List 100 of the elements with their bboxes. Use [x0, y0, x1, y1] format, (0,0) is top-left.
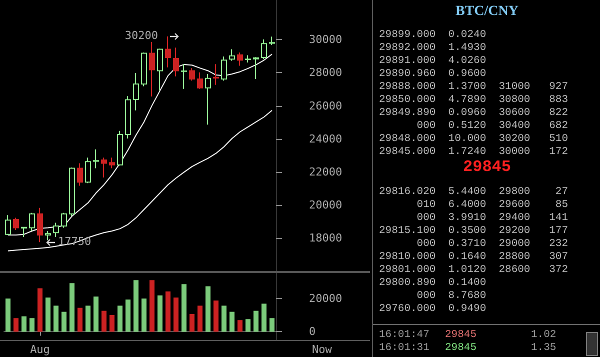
bar	[190, 314, 194, 332]
candlestick	[197, 72, 203, 90]
text: 000 0.5120 30400 682	[416, 120, 568, 133]
bar	[174, 298, 178, 332]
candlestick	[229, 48, 235, 62]
bar	[182, 284, 186, 332]
text: 000 0.3710 29000 232	[416, 238, 568, 251]
bar	[198, 306, 202, 332]
candlestick	[237, 52, 243, 66]
candlestick	[221, 56, 227, 82]
bar	[126, 300, 130, 332]
candlestick	[21, 226, 27, 238]
text: 29810.000 0.1640 28800 307	[379, 251, 568, 264]
candlestick	[5, 214, 11, 236]
candlestick	[205, 74, 211, 126]
bar	[110, 314, 114, 332]
line-series	[8, 54, 272, 236]
text: 29848.000 10.000 30200 510	[379, 133, 568, 146]
text: 29899.000 0.0240	[379, 29, 486, 42]
bar	[158, 295, 162, 332]
text: 29849.890 0.0960 30600 822	[379, 107, 568, 120]
text: 29892.000 1.4930	[379, 42, 486, 55]
text: 29760.000 0.9490	[379, 303, 486, 316]
y-tick-label: 28000	[309, 66, 342, 80]
candlestick	[253, 56, 259, 80]
candlestick	[181, 64, 187, 90]
bar	[134, 280, 138, 332]
bar	[70, 283, 74, 332]
bar	[246, 319, 250, 332]
text: 29845	[445, 329, 477, 342]
candlestick	[85, 157, 91, 184]
candlestick	[13, 217, 19, 231]
y-tick-label: 30000	[309, 33, 342, 46]
bar	[30, 318, 34, 332]
candlestick	[141, 52, 147, 87]
text: 29845	[445, 342, 477, 355]
bar	[62, 312, 66, 332]
bar	[54, 306, 58, 332]
text: BTC/CNY	[454, 4, 520, 20]
text: 29891.000 4.0260	[379, 55, 486, 68]
text: 1.02	[531, 329, 556, 342]
annotation: 30200	[124, 29, 158, 42]
candlestick	[173, 47, 179, 77]
bar	[38, 288, 42, 332]
candlestick	[101, 157, 107, 178]
candlestick	[109, 157, 115, 169]
y-tick-label: 18000	[309, 231, 342, 244]
bar	[78, 308, 82, 332]
candlestick	[29, 212, 35, 232]
candlestick	[149, 41, 155, 97]
bar	[230, 312, 234, 332]
bar	[6, 298, 10, 332]
bar	[262, 304, 266, 332]
text: 16:01:31	[379, 342, 430, 355]
text: 29800.890 0.1400	[379, 277, 486, 290]
bar	[142, 298, 146, 332]
bar	[14, 318, 18, 332]
candlestick	[269, 36, 275, 46]
bar	[214, 300, 218, 332]
y-tick-label: 20000	[309, 292, 342, 306]
bar	[238, 320, 242, 332]
bar	[150, 280, 154, 332]
text: 29845	[462, 158, 512, 176]
bar	[118, 306, 122, 332]
text: 29845.000 1.7240 30000 172	[379, 146, 568, 159]
text: 000 3.9910 29400 141	[416, 212, 568, 225]
text: 1.35	[531, 342, 556, 355]
candlestick	[69, 167, 75, 217]
candlestick	[125, 96, 131, 139]
text: 29850.000 4.7890 30800 883	[379, 94, 568, 107]
candlestick	[93, 148, 99, 169]
y-tick-label: 20000	[309, 198, 342, 212]
candlestick	[117, 130, 123, 166]
text: 16:01:47	[379, 329, 430, 342]
bar	[86, 306, 90, 332]
bar	[222, 306, 226, 332]
text: 29888.000 1.3700 31000 927	[379, 81, 568, 94]
bar	[22, 316, 26, 332]
candlestick	[213, 64, 219, 86]
bar	[270, 318, 274, 332]
candlestick	[61, 212, 67, 228]
y-tick-label: 0	[309, 325, 316, 338]
candlestick	[189, 68, 195, 82]
text: 29816.020 5.4400 29800 27	[379, 186, 568, 199]
y-tick-label: 24000	[309, 132, 342, 146]
text: 29801.000 1.0120 28600 372	[379, 264, 568, 277]
bar	[166, 291, 170, 332]
bar	[102, 310, 106, 332]
candlestick	[245, 54, 251, 63]
candlestick	[45, 230, 51, 241]
candlestick	[53, 222, 59, 238]
line-series	[8, 110, 272, 252]
y-tick-label: 22000	[309, 165, 342, 178]
candlestick	[133, 72, 139, 111]
bar	[254, 310, 258, 332]
candlestick	[77, 162, 83, 186]
text: Now	[312, 343, 332, 356]
text: 010 6.4000 29600 85	[416, 199, 568, 212]
text: 29890.960 0.9600	[379, 68, 486, 81]
bar	[46, 298, 50, 332]
